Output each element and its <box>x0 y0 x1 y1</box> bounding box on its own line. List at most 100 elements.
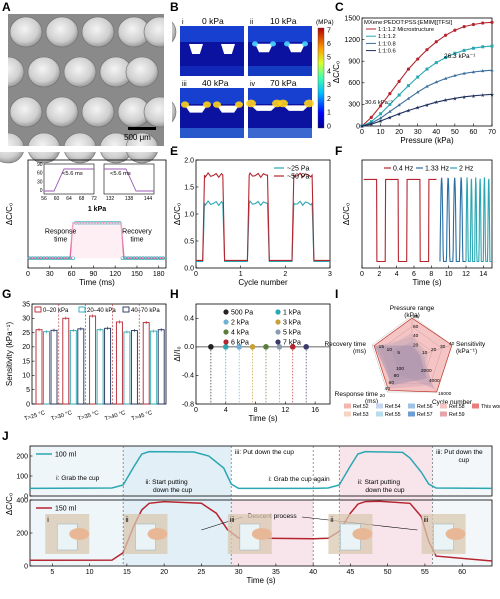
H-legend-marker <box>275 329 281 335</box>
C-data-point: ★ <box>397 111 402 118</box>
G-category-label: T=25 °C <box>24 410 46 422</box>
C-data-point <box>490 20 494 24</box>
fea-stress-hotspot <box>246 99 256 108</box>
scale-bar-label: 500 μm <box>124 133 151 142</box>
fea-pressure-label: 70 kPa <box>270 78 297 88</box>
G-bar <box>157 329 165 405</box>
F-axes-frame <box>361 159 493 269</box>
H-legend-marker <box>275 339 281 345</box>
G-ytick-label: 5 <box>26 387 30 394</box>
C-legend-label: 1:1:0.8 <box>378 41 396 47</box>
H-data-point <box>222 344 229 350</box>
J-photo-hand <box>251 528 272 540</box>
J-annotation: down the cup <box>153 487 193 494</box>
fea-stress-hotspot <box>302 41 308 47</box>
J-photo-label: iii <box>230 517 235 524</box>
C-data-point <box>406 67 411 71</box>
sem-dome <box>9 16 43 48</box>
F-xtick-label: 2 <box>377 271 381 278</box>
F-series-line <box>439 177 466 263</box>
fea-cavity <box>255 43 273 53</box>
J-annotation: ii: Start putting <box>358 479 400 486</box>
J-xtick-label: 40 <box>309 569 317 576</box>
colorbar <box>317 27 325 129</box>
sem-dome <box>27 56 61 88</box>
F-series-line <box>363 178 437 263</box>
C-xtick-label: 50 <box>451 129 459 136</box>
colorbar-tick-label: 4 <box>327 68 331 75</box>
panel-label-G: G <box>2 287 11 301</box>
panel-B-fea: i 0 kPa ii 10 kPa iii 40 kPa iv 70 kPa (MPa) 7 6… <box>177 16 334 142</box>
I-legend-swatch <box>408 403 415 409</box>
G-legend-label: 40–70 kPa <box>131 308 160 314</box>
H-ytick-label: -0.4 <box>182 373 194 380</box>
H-legend-label: 6 kPa <box>231 340 249 347</box>
G-bar <box>35 329 43 405</box>
G-legend-swatch <box>34 306 42 313</box>
C-xtick-label: 0 <box>360 129 364 136</box>
C-ytick-label: 1200 <box>344 37 360 44</box>
D-inset-xtick: 132 <box>106 196 115 202</box>
D-pressure-annot: 1 kPa <box>88 206 106 213</box>
C-data-point <box>397 79 401 83</box>
C-data-point: ★ <box>480 92 485 99</box>
C-data-point <box>388 92 392 96</box>
H-data-point <box>236 344 242 350</box>
C-annotation: 26.3 kPa⁻¹ <box>444 53 476 60</box>
fea-stress-hotspot <box>270 41 276 47</box>
D-xtick-label: 30 <box>46 271 54 278</box>
G-ytick-label: 15 <box>22 358 30 365</box>
C-data-point <box>379 112 383 116</box>
sem-dome <box>81 16 115 48</box>
J-xtick-label: 60 <box>458 569 466 576</box>
C-data-point: ★ <box>434 99 439 106</box>
F-xtick-label: 12 <box>462 271 470 278</box>
D-inset-ytick: 60 <box>37 171 43 177</box>
J-annotation: ii: Start putting <box>146 479 188 486</box>
D-inset-frame <box>43 163 95 195</box>
F-legend-label: 0.4 Hz <box>393 166 414 173</box>
C-series-line <box>361 93 493 127</box>
C-ytick-label: 900 <box>348 59 360 66</box>
C-data-point: ★ <box>369 121 374 128</box>
I-legend-swatch <box>376 411 383 417</box>
G-category-label: T=35 °C <box>77 410 99 422</box>
J-annotation: i: Grab the cup again <box>268 476 330 483</box>
H-ytick-label: 0.0 <box>184 344 194 351</box>
panel-H-chart: 0 4 8 12 16 0.4 0.0 -0.4 -0.8 ΔI/I₀ Time (s) 500 Pa… <box>173 303 331 423</box>
I-legend-label: Ref.56 <box>417 404 433 410</box>
C-data-point <box>434 61 438 65</box>
H-xtick-label: 4 <box>224 407 228 414</box>
I-legend-swatch <box>440 411 447 417</box>
C-data-point <box>453 28 457 32</box>
H-legend-marker <box>223 309 229 315</box>
C-ytick-label: 0 <box>356 123 360 130</box>
colorbar-ticks: 7 6 5 4 3 2 1 0 <box>327 27 331 130</box>
G-bar <box>50 329 58 405</box>
F-xtick-label: 10 <box>445 271 453 278</box>
C-legend-title: MXene:PEDOT:PSS:[EMIM][TFSI] <box>364 20 453 26</box>
G-bar <box>62 317 70 405</box>
C-data-point <box>416 90 420 94</box>
sem-mask <box>164 14 172 148</box>
I-tick-label: 20 <box>413 343 419 349</box>
H-legend-marker <box>275 309 281 315</box>
C-data-point <box>444 56 448 60</box>
E-ytick-label: 1.0 <box>184 211 194 218</box>
J-xtick-label: 50 <box>384 569 392 576</box>
F-legend-label: 1.33 Hz <box>425 166 450 173</box>
G-bar <box>77 328 85 405</box>
H-xtick-label: 8 <box>254 407 258 414</box>
C-xtick-label: 10 <box>377 129 385 136</box>
fea-block-top <box>248 88 312 104</box>
C-legend-label: 1:1:1.2 Microstructure <box>378 27 434 33</box>
sem-dome <box>45 96 79 128</box>
I-axis-label: Recovery time <box>324 341 366 348</box>
sem-dome <box>63 56 97 88</box>
H-xtick-label: 0 <box>194 407 198 414</box>
J-annotation: i: Grab the cup <box>56 475 100 482</box>
I-legend-label: Ref.55 <box>385 412 401 418</box>
fea-pressure-label: 10 kPa <box>270 16 297 26</box>
D-inset-ytick: 30 <box>37 179 43 185</box>
